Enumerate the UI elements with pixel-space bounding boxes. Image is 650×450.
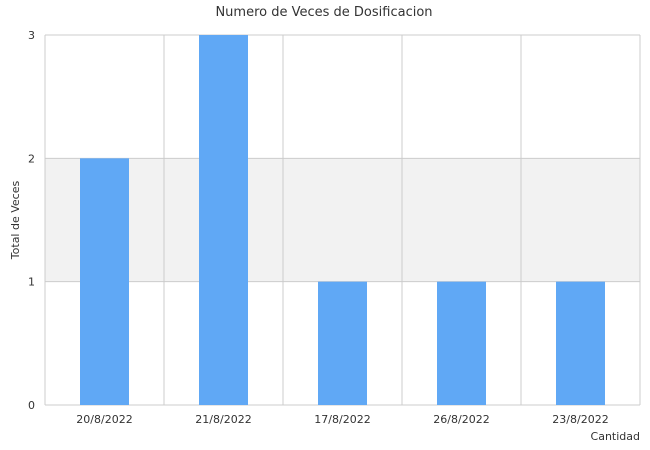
x-tick-label: 21/8/2022 xyxy=(195,413,251,426)
bar xyxy=(437,281,486,405)
x-tick-label: 23/8/2022 xyxy=(552,413,608,426)
y-tick-label: 0 xyxy=(28,399,35,412)
x-tick-label: 17/8/2022 xyxy=(314,413,370,426)
bar xyxy=(199,35,248,405)
chart-title: Numero de Veces de Dosificacion xyxy=(215,5,432,20)
bar xyxy=(556,281,605,405)
plot-band xyxy=(45,35,640,159)
y-axis-label: Total de Veces xyxy=(9,181,22,261)
bar xyxy=(80,158,129,405)
x-axis-ticks: 20/8/2022 21/8/2022 17/8/2022 26/8/2022 23/8… xyxy=(76,413,608,426)
x-tick-label: 26/8/2022 xyxy=(433,413,489,426)
x-axis-label: Cantidad xyxy=(591,430,640,443)
y-tick-label: 1 xyxy=(28,276,35,289)
bars xyxy=(80,35,605,405)
plot-band xyxy=(45,158,640,282)
y-axis-ticks: 0 1 2 3 xyxy=(28,29,35,412)
grid-lines xyxy=(44,34,641,406)
y-tick-label: 2 xyxy=(28,152,35,165)
y-tick-label: 3 xyxy=(28,29,35,42)
x-tick-label: 20/8/2022 xyxy=(76,413,132,426)
bar xyxy=(318,281,367,405)
